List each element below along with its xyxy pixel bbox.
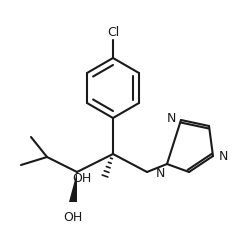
Text: N: N [156, 167, 165, 180]
Text: Cl: Cl [107, 26, 119, 40]
Text: N: N [167, 111, 176, 124]
Text: OH: OH [72, 172, 91, 184]
Polygon shape [69, 172, 77, 202]
Text: N: N [219, 149, 228, 163]
Text: OH: OH [63, 211, 83, 224]
